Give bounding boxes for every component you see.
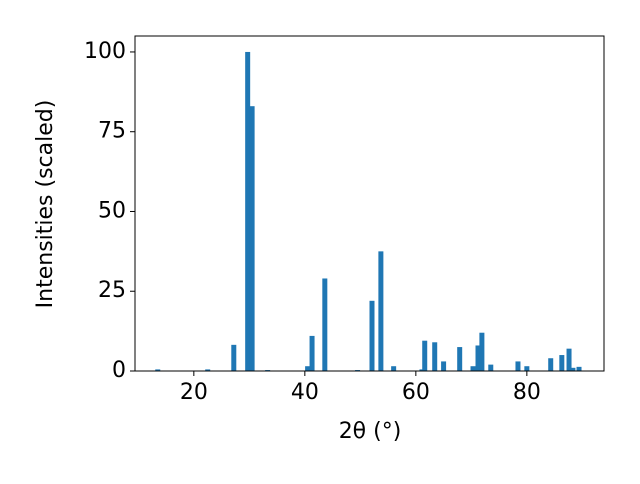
bar (524, 366, 530, 371)
x-tick-label: 20 (180, 380, 208, 405)
y-tick-label: 75 (98, 119, 126, 144)
bar (432, 342, 438, 371)
bar (231, 344, 237, 371)
bar (559, 355, 565, 371)
bar (457, 347, 463, 371)
bar (309, 335, 315, 371)
bar (422, 340, 428, 371)
bar (566, 348, 572, 371)
x-tick-label: 60 (402, 380, 430, 405)
bar (391, 366, 397, 371)
x-tick-label: 40 (291, 380, 319, 405)
bar (475, 345, 481, 371)
x-axis-label: 2θ (°) (339, 419, 402, 444)
bar (470, 366, 476, 371)
bar (155, 369, 161, 371)
bar (479, 332, 485, 371)
bar (369, 300, 375, 371)
plot-frame (134, 35, 605, 372)
bar (570, 367, 576, 371)
y-tick-label: 0 (112, 358, 126, 383)
bar (548, 358, 554, 371)
y-axis-label: Intensities (scaled) (33, 100, 58, 309)
bar (576, 366, 582, 371)
bar (515, 361, 521, 371)
bar (441, 361, 447, 371)
y-tick-label: 25 (98, 278, 126, 303)
bar (419, 369, 425, 371)
bar (488, 364, 494, 371)
bar (305, 366, 311, 371)
bar (245, 51, 251, 371)
y-tick-label: 50 (98, 198, 126, 223)
x-tick-label: 80 (513, 380, 541, 405)
bar (205, 369, 211, 371)
bar (249, 106, 255, 371)
bar (378, 251, 384, 371)
bar (322, 278, 328, 371)
y-tick-label: 100 (84, 39, 126, 64)
